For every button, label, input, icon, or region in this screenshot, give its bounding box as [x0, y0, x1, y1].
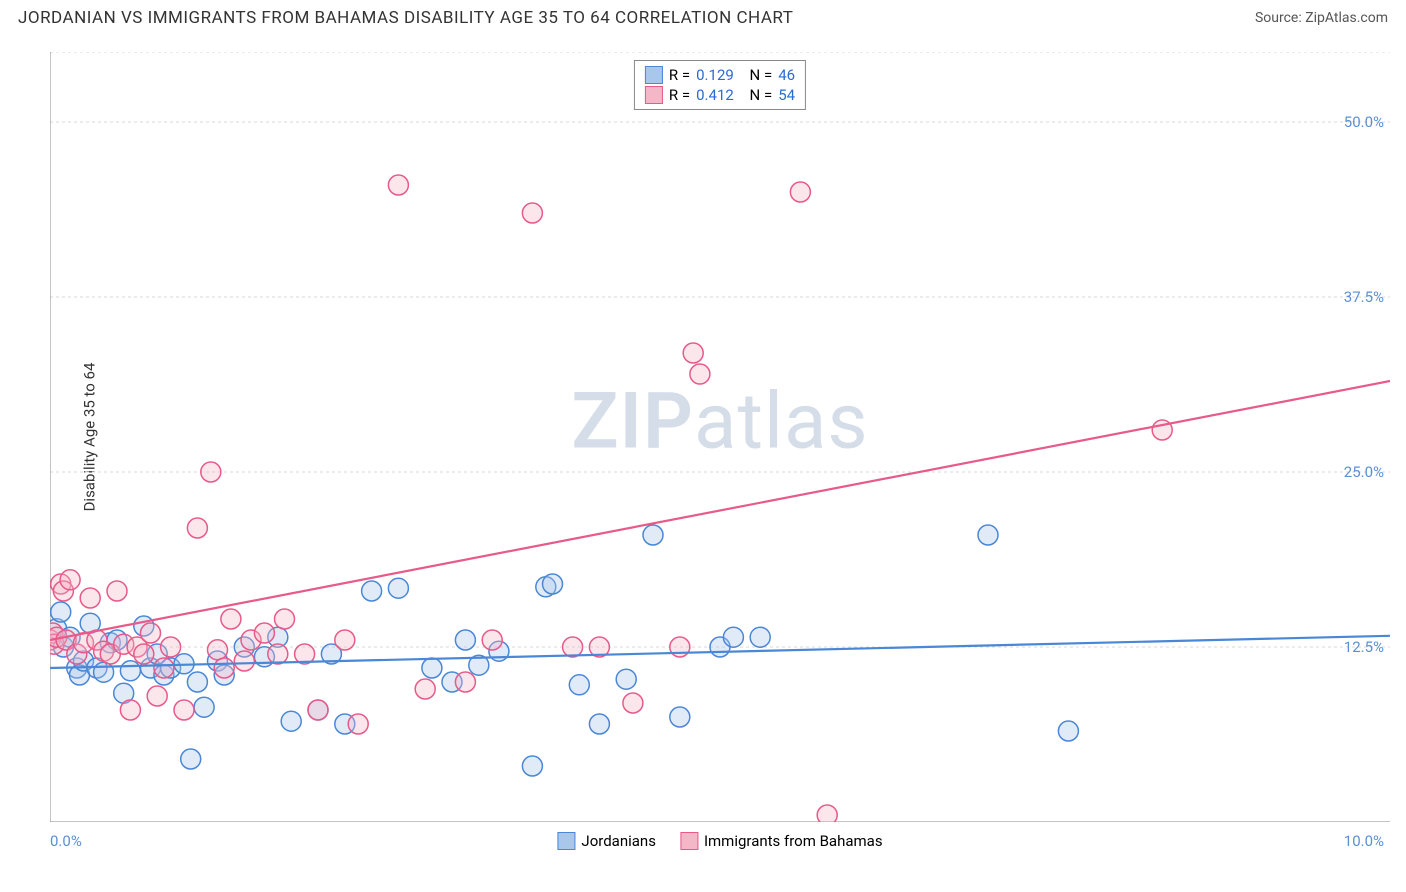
scatter-plot — [50, 52, 1390, 822]
legend-item: Immigrants from Bahamas — [680, 832, 883, 850]
y-tick: 50.0% — [1344, 113, 1384, 131]
legend-item: Jordanians — [557, 832, 656, 850]
y-tick: 37.5% — [1344, 288, 1384, 306]
legend-row: R = 0.412 N = 54 — [645, 85, 795, 105]
legend-swatch — [680, 832, 698, 850]
legend-swatch — [645, 66, 663, 84]
chart-container: Disability Age 35 to 64 ZIPatlas R = 0.1… — [50, 52, 1390, 822]
legend-swatch — [645, 86, 663, 104]
chart-title: JORDANIAN VS IMMIGRANTS FROM BAHAMAS DIS… — [18, 8, 793, 28]
y-tick: 12.5% — [1344, 638, 1384, 656]
y-tick: 25.0% — [1344, 463, 1384, 481]
x-tick-min: 0.0% — [50, 832, 82, 850]
legend-row: R = 0.129 N = 46 — [645, 65, 795, 85]
source-label: Source: ZipAtlas.com — [1255, 10, 1388, 26]
correlation-legend: R = 0.129 N = 46 R = 0.412 N = 54 — [634, 60, 806, 110]
legend-label: Immigrants from Bahamas — [704, 832, 883, 850]
legend-swatch — [557, 832, 575, 850]
legend-label: Jordanians — [581, 832, 656, 850]
x-tick-max: 10.0% — [1344, 832, 1384, 850]
series-legend: Jordanians Immigrants from Bahamas — [557, 832, 882, 850]
